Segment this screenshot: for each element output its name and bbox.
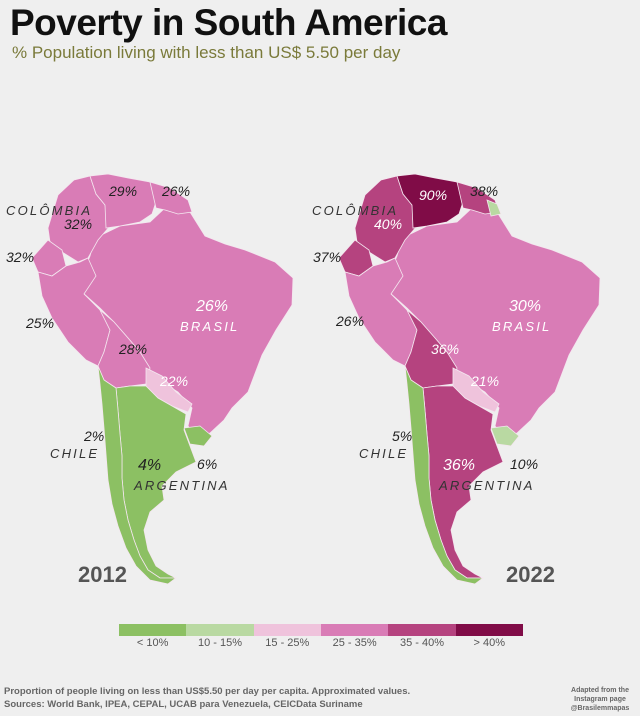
legend-swatch-gt40 <box>455 624 523 636</box>
legend-swatch-lt10 <box>119 624 187 636</box>
chile-value: 2% <box>83 428 104 444</box>
chile-region <box>404 365 485 585</box>
legend-label: < 10% <box>136 637 169 649</box>
map-2012: COLÔMBIA 32% 29% 26% 32% 25% 28% 22% 26%… <box>6 173 294 587</box>
ecuador-value: 37% <box>313 249 341 265</box>
ecuador-value: 32% <box>6 249 34 265</box>
bolivia-value: 36% <box>431 341 459 357</box>
page-subtitle: % Population living with less than US$ 5… <box>12 43 401 62</box>
legend-swatch-35-40 <box>388 624 456 636</box>
year-label-2012: 2012 <box>78 562 127 587</box>
peru-value: 26% <box>335 313 364 329</box>
legend-label: > 40% <box>473 637 506 649</box>
chile-name-label: CHILE <box>359 446 408 461</box>
colombia-value: 40% <box>374 216 402 232</box>
argentina-value: 36% <box>443 457 475 474</box>
legend-color-bar <box>119 624 523 636</box>
credit-note: Adapted from the Instagram page @Brasile… <box>562 686 638 713</box>
colombia-name-label: COLÔMBIA <box>6 203 92 218</box>
peru-value: 25% <box>25 315 54 331</box>
brasil-name-label: BRASIL <box>492 319 551 334</box>
bolivia-value: 28% <box>118 341 147 357</box>
chile-region <box>97 365 178 585</box>
argentina-value: 4% <box>138 457 161 474</box>
suriname-region <box>486 199 502 217</box>
guianas-value: 26% <box>161 183 190 199</box>
credit-line: Adapted from the <box>571 687 629 694</box>
venezuela-region <box>89 173 159 229</box>
year-label-2022: 2022 <box>506 562 555 587</box>
uruguay-value: 10% <box>510 456 538 472</box>
legend-swatch-25-35 <box>320 624 389 636</box>
legend-label: 15 - 25% <box>265 637 310 649</box>
venezuela-region <box>396 173 466 229</box>
credit-line: Instagram page <box>574 696 626 703</box>
legend-label: 10 - 15% <box>197 637 242 649</box>
uruguay-region <box>490 425 520 447</box>
footer-sources: Sources: World Bank, IPEA, CEPAL, UCAB p… <box>4 699 363 710</box>
legend-label: 35 - 40% <box>399 637 444 649</box>
colombia-value: 32% <box>64 216 92 232</box>
guianas-value: 38% <box>470 183 498 199</box>
uruguay-value: 6% <box>197 456 217 472</box>
legend-swatch-15-25 <box>253 624 321 636</box>
brasil-value: 30% <box>509 298 541 315</box>
brasil-name-label: BRASIL <box>180 319 239 334</box>
paraguay-value: 22% <box>159 373 188 389</box>
chile-value: 5% <box>392 428 412 444</box>
legend-label: 25 - 35% <box>332 637 377 649</box>
credit-line: @Brasilemmapas <box>570 705 630 712</box>
venezuela-value: 29% <box>108 183 137 199</box>
page-title: Poverty in South America <box>10 2 447 43</box>
footer-notes: Proportion of people living on less than… <box>4 685 410 711</box>
brasil-value: 26% <box>195 298 228 315</box>
legend-swatch-10-15 <box>186 624 254 636</box>
chile-name-label: CHILE <box>50 446 99 461</box>
venezuela-value: 90% <box>419 187 447 203</box>
paraguay-value: 21% <box>470 373 499 389</box>
legend-labels: < 10% 10 - 15% 15 - 25% 25 - 35% 35 - 40… <box>119 637 523 649</box>
colombia-name-label: COLÔMBIA <box>312 203 398 218</box>
argentina-name-label: ARGENTINA <box>438 478 535 493</box>
argentina-name-label: ARGENTINA <box>133 478 230 493</box>
guianas-region <box>149 181 193 215</box>
uruguay-region <box>183 425 213 447</box>
map-2022: COLÔMBIA 40% 90% 38% 37% 26% 36% 21% 30%… <box>312 173 601 587</box>
footer-description: Proportion of people living on less than… <box>4 686 411 697</box>
